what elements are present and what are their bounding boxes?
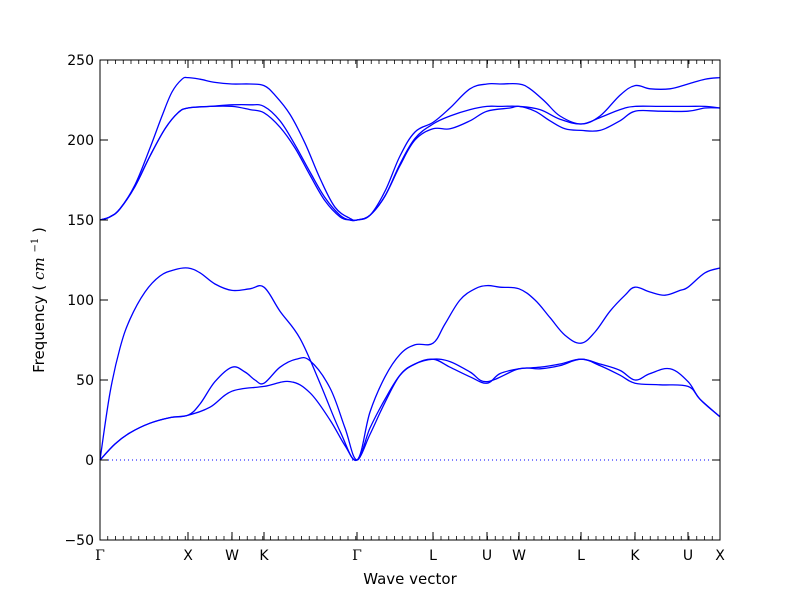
x-tick-label: K <box>630 548 640 564</box>
phonon-branch-2 <box>99 356 721 461</box>
phonon-branch-5 <box>99 103 721 222</box>
x-tick-label: Γ <box>352 548 362 564</box>
ticks-layer: −50 0 50 100 150 200 250 Γ X W K Γ L U W L K U X <box>64 53 725 564</box>
y-tick-label: 200 <box>67 133 94 149</box>
phonon-branch-6 <box>99 76 721 222</box>
x-tick-label: X <box>715 548 725 564</box>
y-tick-label: 0 <box>85 453 94 469</box>
phonon-branch-1 <box>99 358 721 461</box>
x-tick-label: L <box>577 548 585 564</box>
y-tick-label: 250 <box>67 53 94 69</box>
y-tick-label: 150 <box>67 213 94 229</box>
x-tick-label: W <box>512 548 526 564</box>
y-axis-label-text: Frequency <box>30 295 48 373</box>
x-axis-label: Wave vector <box>363 570 457 588</box>
plot-area-frame <box>99 59 721 541</box>
y-axis-unit-open: ( <box>30 285 48 291</box>
series-layer <box>99 76 721 461</box>
phonon-branch-3 <box>99 267 721 461</box>
y-axis-unit-base: cm <box>30 257 48 280</box>
x-tick-label: U <box>683 548 693 564</box>
y-tick-label: 50 <box>76 373 94 389</box>
phonon-branch-4 <box>99 105 721 222</box>
x-tick-label: U <box>482 548 492 564</box>
y-tick-label: 100 <box>67 293 94 309</box>
x-tick-label: K <box>259 548 269 564</box>
y-tick-label: −50 <box>64 533 94 549</box>
y-axis-unit-exponent: −1 <box>30 238 41 253</box>
x-tick-label: Γ <box>95 548 105 564</box>
x-tick-label: X <box>183 548 193 564</box>
x-tick-label: L <box>429 548 437 564</box>
y-axis-unit-close: ) <box>30 227 48 233</box>
x-tick-label: W <box>225 548 239 564</box>
y-axis-label: Frequency ( cm −1 ) <box>24 227 48 373</box>
